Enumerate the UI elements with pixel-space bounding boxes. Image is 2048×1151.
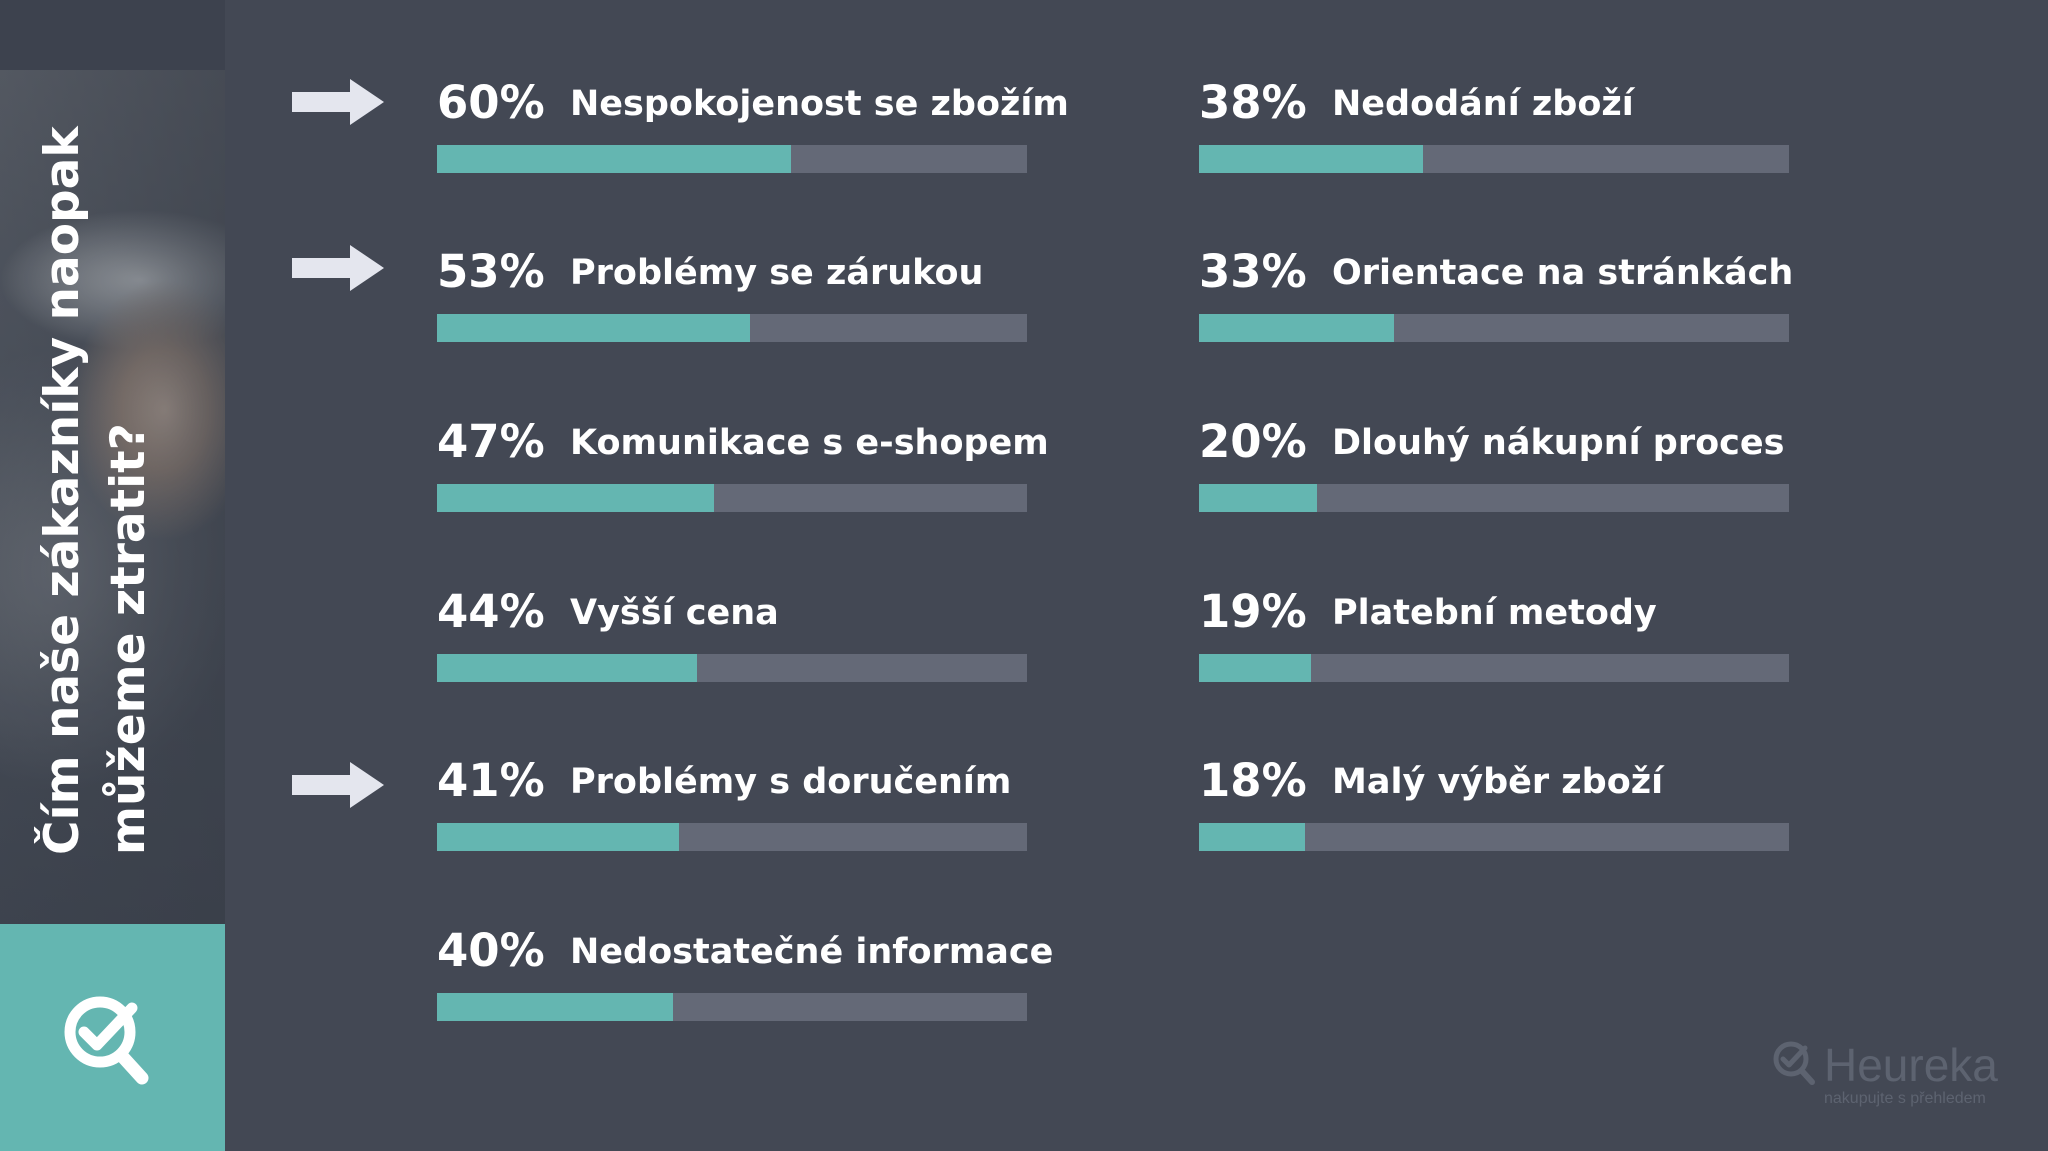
bar-category-label: Nespokojenost se zbožím [570,84,1069,124]
bar-item: 33% Orientace na stránkách [1199,242,1793,352]
slide-title-line-1: Čím naše zákazníky naopak [35,126,90,855]
bar-item: 38% Nedodání zboží [1199,73,1789,183]
bar-fill [437,823,679,851]
photo-overlay [0,70,225,924]
bar-value-label: 44% [437,585,545,638]
bar-fill [1199,484,1317,512]
brand-badge [0,924,225,1151]
bar-value-label: 18% [1199,754,1307,807]
bar-value-label: 38% [1199,76,1307,129]
bar-track [1199,823,1789,851]
bar-fill [437,484,715,512]
bar-item: 53% Problémy se zárukou [437,242,1027,352]
bar-fill [1199,314,1394,342]
slide-title: Čím naše zákazníky naopak můžeme ztratit… [30,55,162,855]
bar-fill [437,654,697,682]
bar-category-label: Vyšší cena [570,593,779,633]
bar-category-label: Nedodání zboží [1332,84,1634,124]
bar-category-label: Nedostatečné informace [570,932,1054,972]
bar-value-label: 60% [437,76,545,129]
bar-item: 20% Dlouhý nákupní proces [1199,412,1789,522]
bar-track [437,823,1027,851]
bar-value-label: 47% [437,415,545,468]
bar-value-label: 41% [437,754,545,807]
bar-track [1199,145,1789,173]
magnifier-check-icon [64,996,149,1085]
arrow-right-icon [292,79,384,125]
bar-item: 41% Problémy s doručením [437,751,1027,861]
heureka-logo: Heureka nakupujte s přehledem [1772,1038,2002,1108]
bar-fill [437,314,750,342]
bar-item: 18% Malý výběr zboží [1199,751,1789,861]
slide-title-line-2: můžeme ztratit? [101,423,156,855]
arrow-right-icon [292,245,384,291]
bar-track [437,993,1027,1021]
bar-track [437,314,1027,342]
bar-track [1199,484,1789,512]
bar-category-label: Orientace na stránkách [1332,253,1794,293]
bar-fill [1199,654,1312,682]
bar-value-label: 20% [1199,415,1307,468]
bar-track [437,484,1027,512]
bar-track [1199,654,1789,682]
bar-category-label: Problémy s doručením [570,762,1012,802]
bar-value-label: 19% [1199,585,1307,638]
bar-fill [437,993,673,1021]
bar-track [437,654,1027,682]
logo-wordmark: Heureka [1824,1039,1998,1091]
bar-item: 44% Vyšší cena [437,582,1027,692]
bar-track [437,145,1027,173]
magnifier-check-icon [1773,1041,1815,1085]
bar-value-label: 53% [437,245,545,298]
bar-category-label: Dlouhý nákupní proces [1332,423,1785,463]
bar-category-label: Platební metody [1332,593,1657,633]
bar-value-label: 40% [437,924,545,977]
bar-category-label: Komunikace s e-shopem [570,423,1049,463]
bar-item: 19% Platební metody [1199,582,1789,692]
bar-value-label: 33% [1199,245,1307,298]
bar-fill [1199,145,1424,173]
logo-tagline: nakupujte s přehledem [1824,1090,1986,1107]
bar-item: 60% Nespokojenost se zbožím [437,73,1069,183]
arrow-right-icon [292,762,384,808]
bar-item: 47% Komunikace s e-shopem [437,412,1049,522]
bar-fill [437,145,791,173]
bar-item: 40% Nedostatečné informace [437,921,1053,1031]
bar-track [1199,314,1789,342]
bar-fill [1199,823,1306,851]
sidebar: Čím naše zákazníky naopak můžeme ztratit… [0,0,225,1151]
bar-category-label: Malý výběr zboží [1332,762,1664,802]
bar-category-label: Problémy se zárukou [570,253,984,293]
